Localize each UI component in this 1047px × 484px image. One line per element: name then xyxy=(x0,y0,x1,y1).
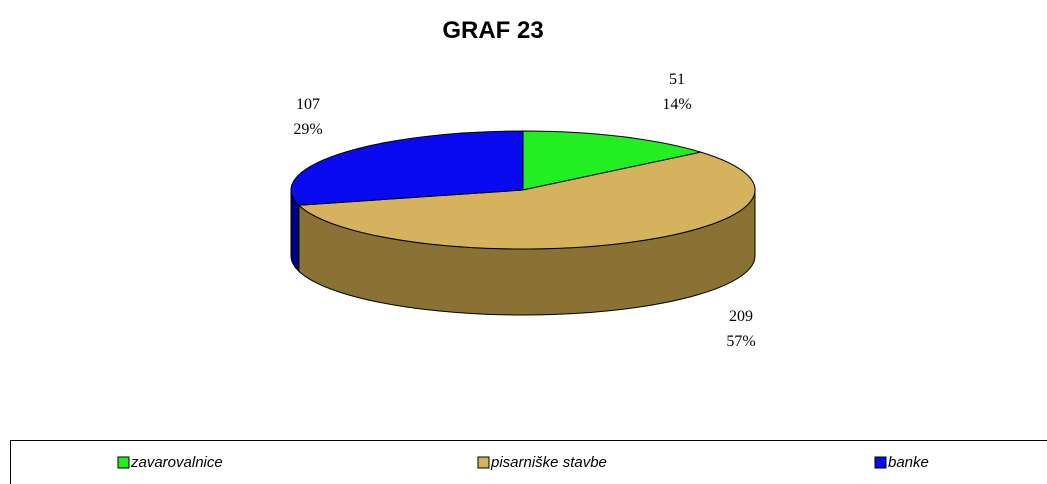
legend-swatch xyxy=(117,456,130,469)
legend-label: zavarovalnice xyxy=(130,454,223,471)
chart-title: GRAF 23 xyxy=(442,17,543,44)
pie-slice xyxy=(522,130,701,191)
data-label: 51 xyxy=(669,71,685,88)
legend-box xyxy=(10,440,1047,484)
percent-label: 14% xyxy=(662,96,691,113)
percent-label: 29% xyxy=(293,121,322,138)
percent-label: 57% xyxy=(726,333,755,350)
data-label: 107 xyxy=(296,96,320,113)
pie xyxy=(290,130,756,316)
legend-swatch xyxy=(874,456,887,469)
legend-label: banke xyxy=(888,454,929,471)
pie-slice xyxy=(290,130,524,206)
data-label: 209 xyxy=(729,308,753,325)
legend-swatch xyxy=(477,456,490,469)
legend-label: pisarniške stavbe xyxy=(490,454,607,471)
pie-slice xyxy=(297,151,756,250)
